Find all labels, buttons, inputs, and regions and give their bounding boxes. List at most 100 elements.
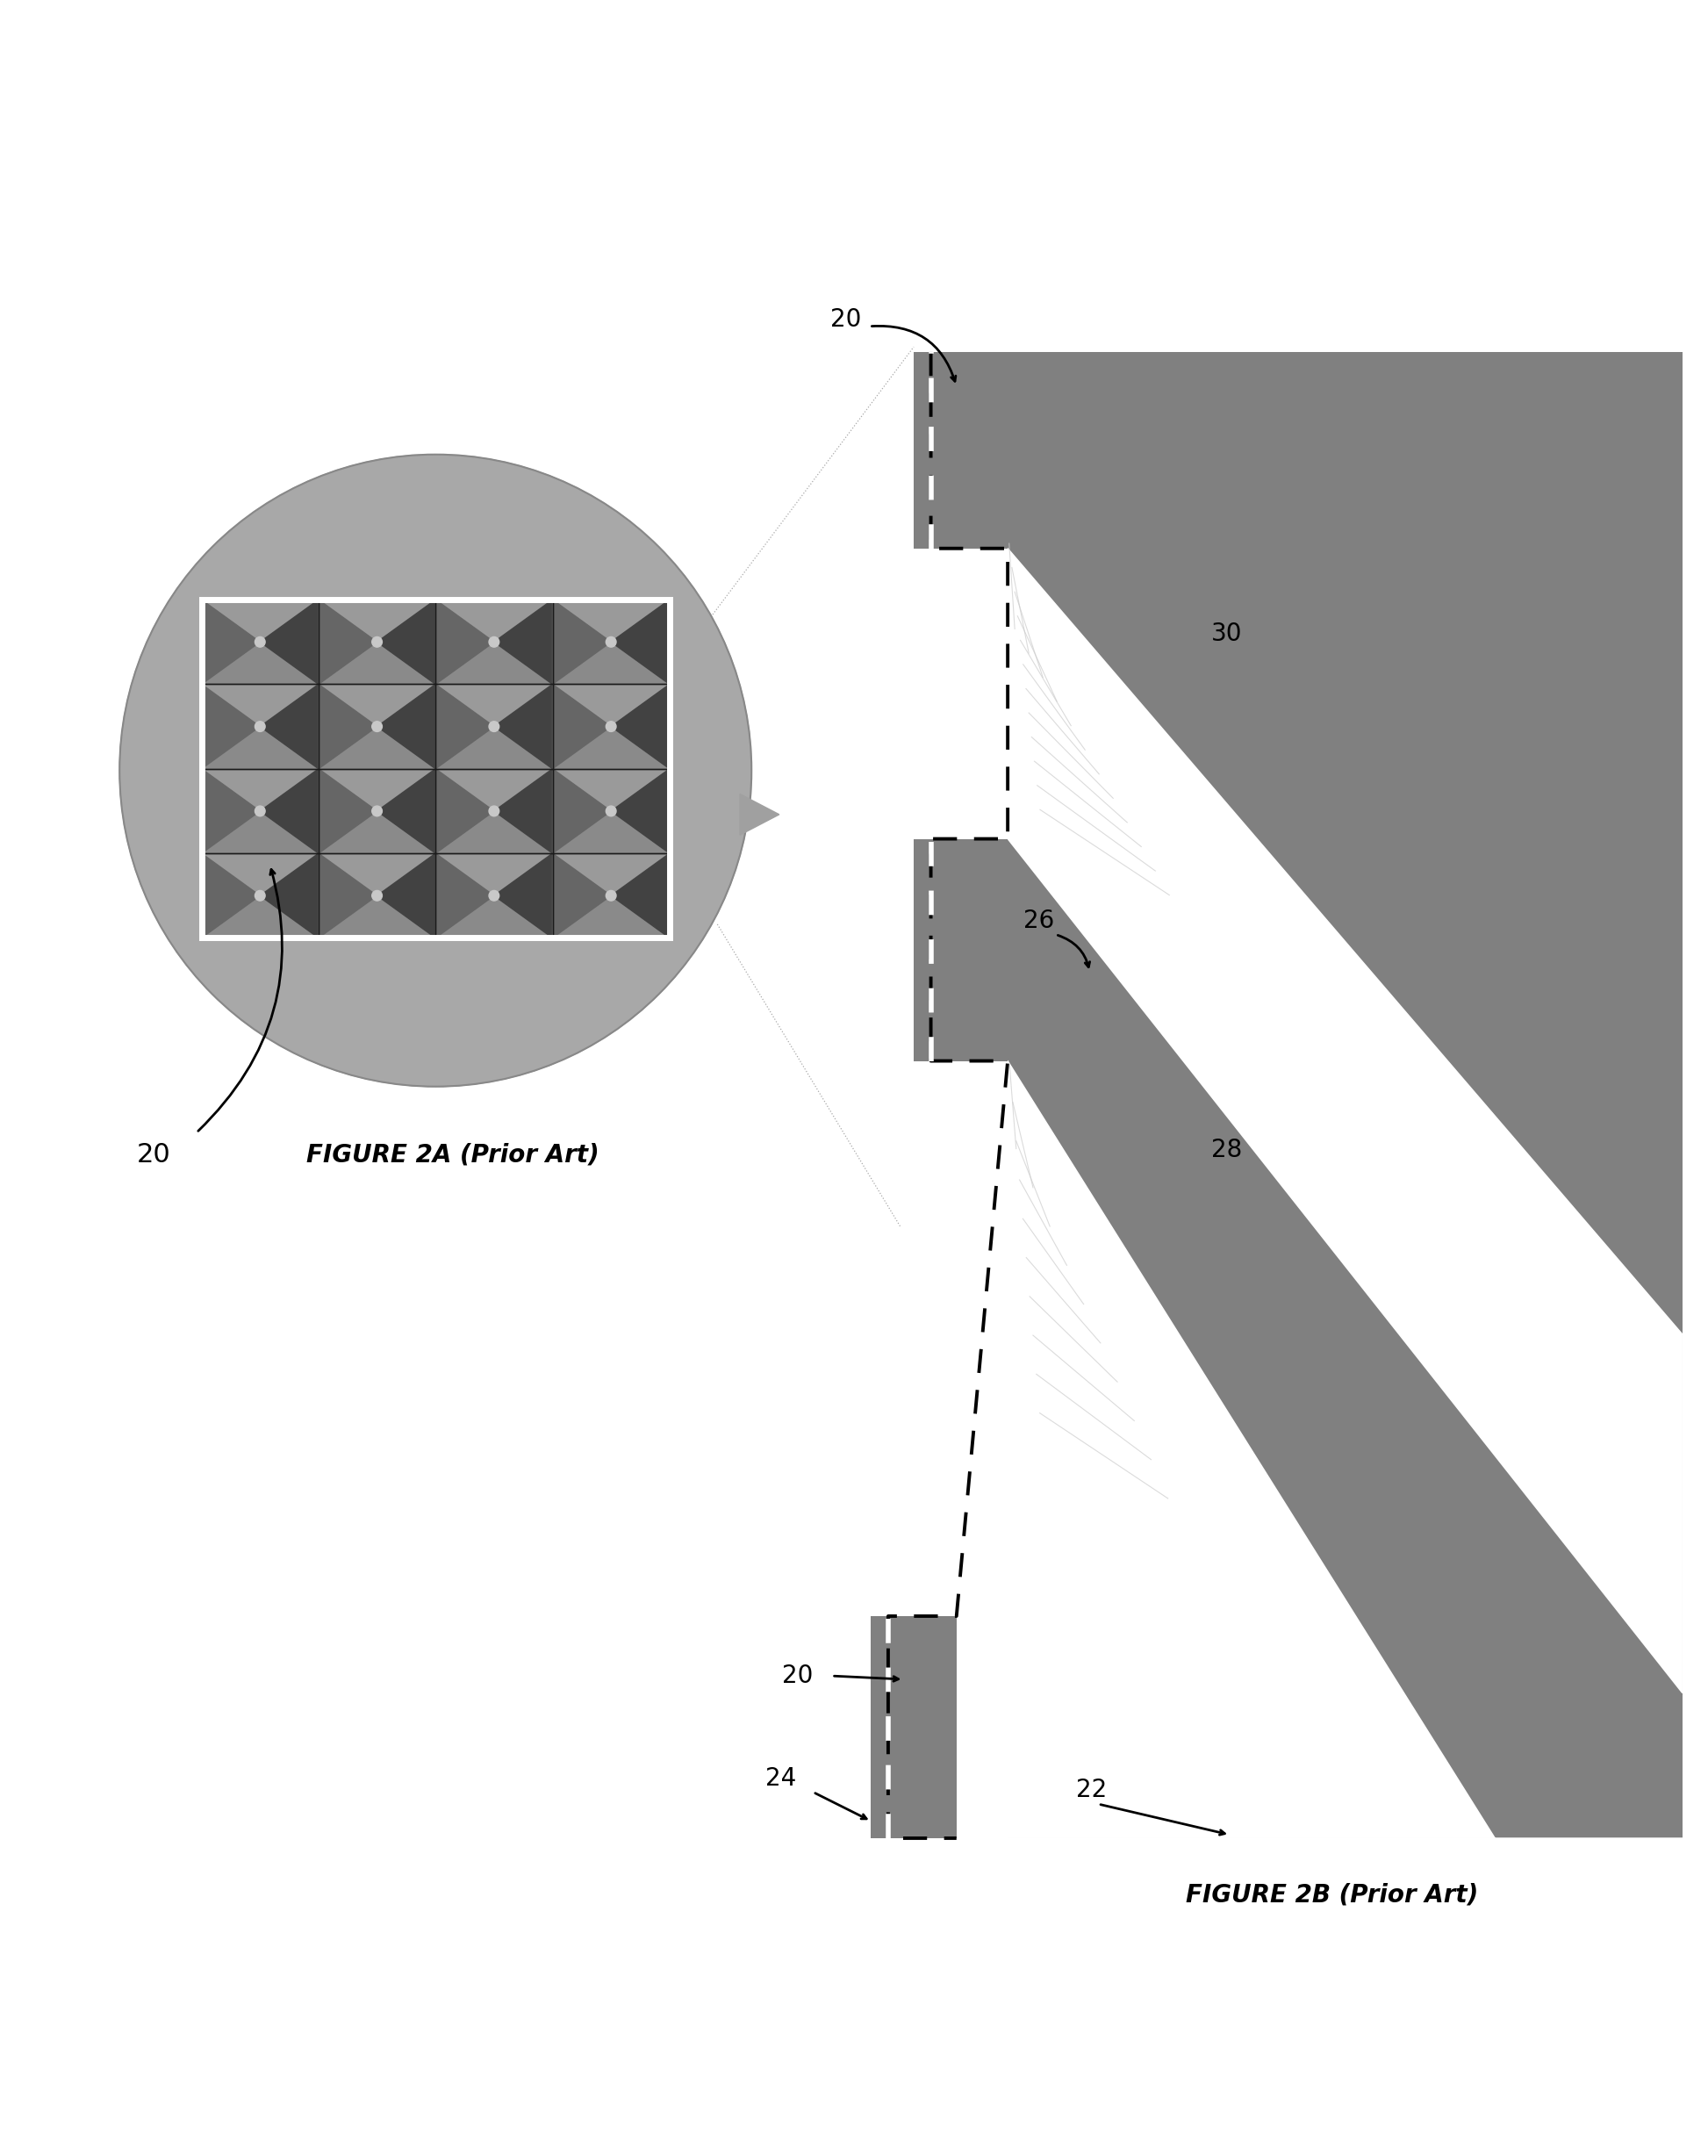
- Circle shape: [488, 636, 499, 647]
- Circle shape: [372, 890, 383, 901]
- Bar: [436, 770, 553, 854]
- Polygon shape: [202, 642, 318, 683]
- Circle shape: [254, 636, 265, 647]
- Text: 20: 20: [782, 1664, 813, 1688]
- Text: 22: 22: [1076, 1779, 1107, 1802]
- Polygon shape: [202, 895, 318, 938]
- Polygon shape: [202, 770, 318, 811]
- Polygon shape: [318, 599, 436, 642]
- Circle shape: [254, 806, 265, 817]
- Circle shape: [372, 806, 383, 817]
- Polygon shape: [202, 854, 260, 938]
- Polygon shape: [260, 599, 318, 683]
- Polygon shape: [436, 642, 553, 683]
- Circle shape: [488, 722, 499, 731]
- Bar: [202, 599, 670, 938]
- Text: FIGURE 2A (Prior Art): FIGURE 2A (Prior Art): [306, 1143, 600, 1166]
- Circle shape: [254, 722, 265, 731]
- Polygon shape: [377, 683, 436, 770]
- Polygon shape: [436, 683, 494, 770]
- Polygon shape: [914, 548, 1682, 1692]
- Polygon shape: [436, 854, 494, 938]
- Circle shape: [606, 890, 617, 901]
- Polygon shape: [436, 599, 553, 642]
- Polygon shape: [553, 770, 670, 811]
- Polygon shape: [553, 642, 670, 683]
- Polygon shape: [318, 770, 377, 854]
- Polygon shape: [377, 770, 436, 854]
- Polygon shape: [436, 683, 553, 727]
- Polygon shape: [740, 793, 779, 834]
- Polygon shape: [318, 599, 377, 683]
- Circle shape: [254, 890, 265, 901]
- Circle shape: [488, 890, 499, 901]
- Polygon shape: [318, 642, 436, 683]
- Polygon shape: [318, 683, 436, 727]
- Polygon shape: [553, 811, 670, 854]
- Polygon shape: [494, 683, 553, 770]
- Polygon shape: [377, 599, 436, 683]
- Text: 20: 20: [137, 1143, 171, 1169]
- Bar: [318, 683, 436, 770]
- Polygon shape: [494, 854, 553, 938]
- Bar: [1008, 351, 1682, 1839]
- Polygon shape: [436, 811, 553, 854]
- Polygon shape: [202, 854, 318, 895]
- Polygon shape: [377, 854, 436, 938]
- Bar: [553, 854, 670, 938]
- Circle shape: [606, 722, 617, 731]
- Text: 30: 30: [1211, 621, 1242, 647]
- Bar: [914, 351, 1008, 548]
- Polygon shape: [436, 770, 553, 811]
- Bar: [202, 599, 670, 938]
- Text: 26: 26: [1023, 908, 1054, 934]
- Polygon shape: [202, 811, 318, 854]
- Circle shape: [488, 806, 499, 817]
- Bar: [436, 599, 553, 683]
- Bar: [553, 599, 670, 683]
- Bar: [871, 1617, 956, 1839]
- Bar: [553, 770, 670, 854]
- Bar: [202, 770, 318, 854]
- Polygon shape: [436, 727, 553, 770]
- Bar: [202, 683, 318, 770]
- Circle shape: [606, 806, 617, 817]
- Bar: [202, 599, 318, 683]
- Polygon shape: [260, 683, 318, 770]
- Polygon shape: [611, 854, 670, 938]
- Text: 28: 28: [1211, 1138, 1242, 1162]
- Polygon shape: [202, 727, 318, 770]
- Bar: [553, 683, 670, 770]
- Polygon shape: [553, 727, 670, 770]
- Polygon shape: [318, 727, 436, 770]
- Polygon shape: [318, 854, 436, 895]
- Text: FIGURE 2B (Prior Art): FIGURE 2B (Prior Art): [1185, 1882, 1479, 1906]
- Polygon shape: [318, 683, 377, 770]
- Text: 20: 20: [830, 306, 861, 332]
- Bar: [318, 854, 436, 938]
- Polygon shape: [202, 683, 318, 727]
- Polygon shape: [436, 854, 553, 895]
- Bar: [436, 854, 553, 938]
- Circle shape: [120, 455, 752, 1087]
- Polygon shape: [436, 599, 494, 683]
- Bar: [436, 683, 553, 770]
- Circle shape: [372, 722, 383, 731]
- Bar: [202, 854, 318, 938]
- Circle shape: [606, 636, 617, 647]
- Polygon shape: [611, 599, 670, 683]
- Polygon shape: [611, 683, 670, 770]
- Polygon shape: [553, 599, 611, 683]
- Polygon shape: [611, 770, 670, 854]
- Polygon shape: [202, 683, 260, 770]
- Polygon shape: [494, 770, 553, 854]
- Polygon shape: [436, 770, 494, 854]
- Text: 24: 24: [765, 1766, 796, 1792]
- Polygon shape: [436, 895, 553, 938]
- Polygon shape: [318, 811, 436, 854]
- Polygon shape: [871, 1061, 1682, 2137]
- Polygon shape: [553, 854, 611, 938]
- Bar: [914, 839, 1008, 1061]
- Polygon shape: [318, 895, 436, 938]
- Polygon shape: [202, 599, 318, 642]
